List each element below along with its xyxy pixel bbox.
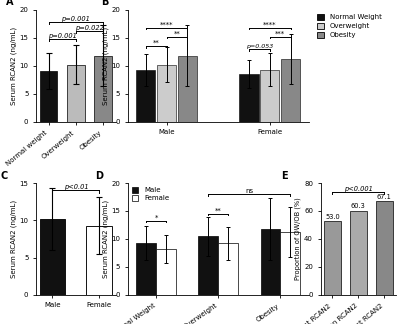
Bar	[136, 243, 156, 295]
Text: ****: ****	[263, 21, 276, 27]
Y-axis label: Serum RCAN2 (ng/mL): Serum RCAN2 (ng/mL)	[10, 200, 16, 278]
Bar	[94, 55, 112, 122]
Text: ***: ***	[275, 30, 285, 36]
Text: p=0.053: p=0.053	[246, 43, 273, 49]
Text: p=0.001: p=0.001	[62, 16, 90, 22]
Text: *: *	[154, 215, 158, 221]
Legend: Male, Female: Male, Female	[131, 187, 170, 202]
Text: D: D	[96, 170, 104, 180]
Bar	[40, 71, 58, 122]
Bar	[198, 236, 218, 295]
Bar	[218, 243, 238, 295]
Y-axis label: Serum RCAN2 (ng/mL): Serum RCAN2 (ng/mL)	[102, 27, 108, 105]
Text: p<0.001: p<0.001	[344, 186, 373, 192]
Bar	[136, 70, 156, 122]
Text: p=0.001: p=0.001	[48, 32, 77, 39]
Bar	[157, 64, 176, 122]
Bar	[239, 74, 259, 122]
Bar	[40, 219, 65, 295]
Text: B: B	[101, 0, 108, 7]
Text: 53.0: 53.0	[325, 214, 340, 220]
Bar	[280, 232, 300, 295]
Bar	[156, 249, 176, 295]
Bar	[324, 221, 341, 295]
Text: C: C	[0, 170, 7, 180]
Bar	[86, 226, 112, 295]
Bar	[178, 55, 197, 122]
Text: **: **	[153, 40, 160, 46]
Text: p=0.022: p=0.022	[75, 25, 104, 31]
Bar	[376, 201, 392, 295]
Y-axis label: Proportion of OW/OB (%): Proportion of OW/OB (%)	[295, 198, 301, 280]
Text: E: E	[282, 170, 288, 180]
Y-axis label: Serum RCAN2 (ng/mL): Serum RCAN2 (ng/mL)	[102, 200, 108, 278]
Bar	[350, 211, 367, 295]
Bar	[281, 59, 300, 122]
Text: 67.1: 67.1	[377, 194, 392, 200]
Bar	[260, 229, 280, 295]
Y-axis label: Serum RCAN2 (ng/mL): Serum RCAN2 (ng/mL)	[10, 27, 16, 105]
Bar	[67, 64, 85, 122]
Text: ns: ns	[245, 188, 253, 194]
Text: ****: ****	[160, 21, 173, 27]
Text: A: A	[6, 0, 13, 7]
Text: **: **	[215, 207, 222, 214]
Text: **: **	[174, 30, 180, 36]
Text: p<0.01: p<0.01	[64, 184, 88, 190]
Text: 60.3: 60.3	[351, 203, 366, 209]
Legend: Normal Weight, Overweight, Obesity: Normal Weight, Overweight, Obesity	[316, 13, 382, 39]
Bar	[260, 70, 280, 122]
